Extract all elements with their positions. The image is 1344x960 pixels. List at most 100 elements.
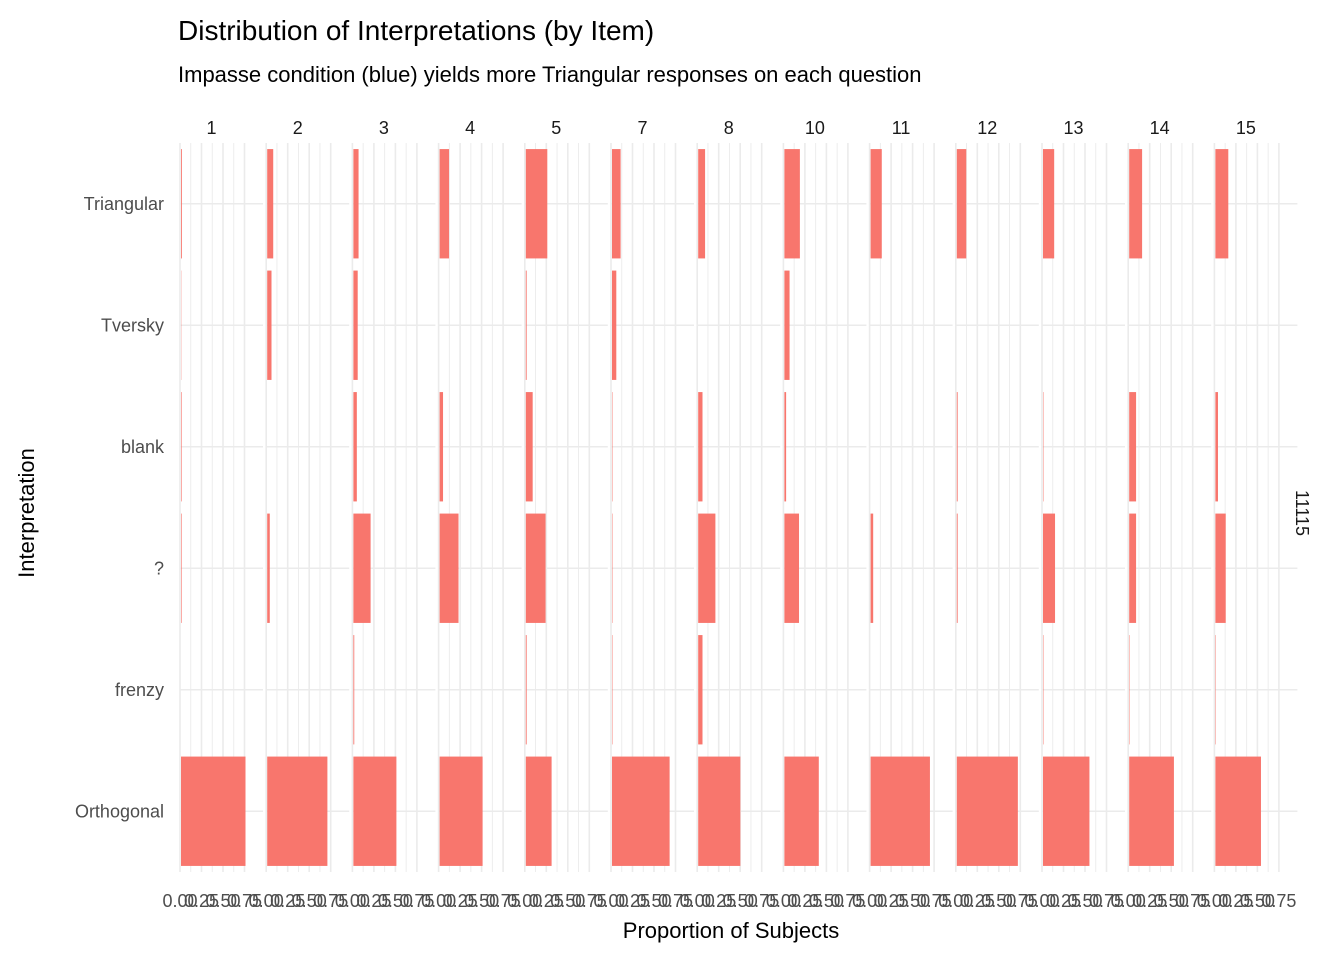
bar <box>1043 149 1055 259</box>
bar <box>353 513 371 623</box>
x-tick-label: 0.50 <box>723 891 758 911</box>
bar <box>784 756 819 866</box>
bar <box>525 149 548 259</box>
x-tick-label: 0.75 <box>1261 891 1296 911</box>
panel-strip-label: 11 <box>892 118 911 138</box>
bar <box>956 149 967 259</box>
grid-layer <box>179 143 1298 872</box>
y-tick-label: Orthogonal <box>75 801 164 821</box>
x-tick-label: 0.00 <box>249 891 284 911</box>
x-tick-label: 0.50 <box>809 891 844 911</box>
x-tick-label: 0.75 <box>313 891 348 911</box>
x-tick-label: 0.75 <box>1175 891 1210 911</box>
bar <box>181 392 182 502</box>
panel-strip-label: 8 <box>724 118 734 138</box>
chart-title: Distribution of Interpretations (by Item… <box>178 15 654 46</box>
x-tick-label: 0.75 <box>744 891 779 911</box>
panel-strip-label: 2 <box>293 118 303 138</box>
x-tick-label: 0.25 <box>874 891 909 911</box>
x-tick-label: 0.50 <box>1154 891 1189 911</box>
bar <box>353 392 357 502</box>
bar <box>439 149 450 259</box>
bar <box>525 635 527 745</box>
bar <box>870 513 874 623</box>
x-tick-label: 0.25 <box>787 891 822 911</box>
bar <box>525 513 546 623</box>
x-tick-label: 0.50 <box>1067 891 1102 911</box>
x-tick-label: 0.00 <box>335 891 370 911</box>
bar <box>1215 513 1226 623</box>
bar <box>353 270 358 380</box>
panel-strip-label: 3 <box>379 118 389 138</box>
x-tick-label: 0.00 <box>1197 891 1232 911</box>
bar <box>353 635 355 745</box>
x-tick-label: 0.00 <box>938 891 973 911</box>
bar <box>353 149 359 259</box>
x-tick-label: 0.75 <box>227 891 262 911</box>
bar <box>612 149 621 259</box>
row-strip-label: 11115 <box>1292 490 1312 536</box>
x-tick-label: 0.00 <box>852 891 887 911</box>
bar <box>525 392 533 502</box>
x-tick-label: 0.00 <box>1111 891 1146 911</box>
x-tick-label: 0.50 <box>464 891 499 911</box>
bar <box>1129 149 1143 259</box>
bar <box>1043 513 1056 623</box>
bar <box>698 513 716 623</box>
panel-strip-label: 15 <box>1236 118 1256 138</box>
bar <box>267 513 270 623</box>
bar <box>956 756 1018 866</box>
panel-strip-label: 12 <box>977 118 997 138</box>
bar <box>784 149 800 259</box>
panel-strip-label: 4 <box>465 118 475 138</box>
bar <box>612 756 670 866</box>
x-tick-label: 0.75 <box>917 891 952 911</box>
x-tick-label: 0.75 <box>1089 891 1124 911</box>
x-tick-label: 0.75 <box>486 891 521 911</box>
panel-strip-label: 5 <box>551 118 561 138</box>
bar <box>181 513 182 623</box>
bar <box>698 392 703 502</box>
x-tick-label: 0.50 <box>292 891 327 911</box>
x-tick-label: 0.00 <box>162 891 197 911</box>
x-tick-label: 0.25 <box>184 891 219 911</box>
x-tick-label: 0.50 <box>981 891 1016 911</box>
bar <box>267 149 274 259</box>
bar <box>698 149 706 259</box>
x-tick-label: 0.75 <box>572 891 607 911</box>
x-tick-label: 0.25 <box>1132 891 1167 911</box>
bar <box>784 513 800 623</box>
x-tick-label: 0.75 <box>399 891 434 911</box>
bar <box>525 756 552 866</box>
x-tick-label: 0.00 <box>507 891 542 911</box>
panel-strip-label: 7 <box>637 118 647 138</box>
bar <box>267 270 272 380</box>
y-tick-label: ? <box>154 558 164 578</box>
bar <box>698 635 703 745</box>
bar <box>956 513 958 623</box>
x-tick-label: 0.50 <box>205 891 240 911</box>
x-tick-label: 0.25 <box>443 891 478 911</box>
panel-strip-label: 13 <box>1063 118 1083 138</box>
x-tick-label: 0.25 <box>270 891 305 911</box>
x-tick-label: 0.00 <box>766 891 801 911</box>
bars-layer <box>181 149 1261 866</box>
x-tick-label: 0.50 <box>378 891 413 911</box>
bar <box>353 756 397 866</box>
y-tick-label: blank <box>121 437 165 457</box>
x-tick-label: 0.50 <box>895 891 930 911</box>
bar <box>956 392 958 502</box>
bar <box>870 756 930 866</box>
x-tick-label: 0.75 <box>658 891 693 911</box>
y-axis-title: Interpretation <box>14 448 39 578</box>
bar <box>784 270 790 380</box>
chart-subtitle: Impasse condition (blue) yields more Tri… <box>178 62 922 87</box>
bar <box>612 270 617 380</box>
y-tick-label: frenzy <box>115 680 164 700</box>
x-tick-label: 0.75 <box>1003 891 1038 911</box>
bar <box>1129 513 1137 623</box>
x-tick-label: 0.50 <box>550 891 585 911</box>
bar <box>1215 756 1261 866</box>
bar <box>1043 756 1090 866</box>
